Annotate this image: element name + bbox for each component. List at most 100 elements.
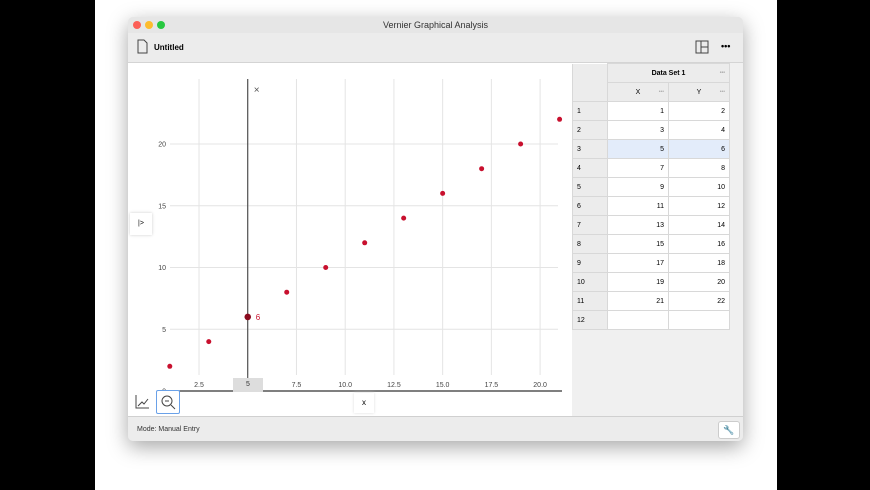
data-point [206, 339, 212, 345]
cell-x[interactable]: 5 [607, 139, 669, 159]
cell-x[interactable]: 13 [607, 215, 669, 235]
y-tick-label: 5 [162, 327, 166, 334]
table-row: 11 21 22 [572, 291, 730, 311]
x-tick-label: 10.0 [338, 382, 352, 389]
data-point [401, 215, 407, 221]
wrench-icon: 🔧 [723, 425, 735, 435]
row-number[interactable]: 2 [572, 120, 608, 140]
cell-x[interactable]: 1 [607, 101, 669, 121]
row-number[interactable]: 4 [572, 158, 608, 178]
x-axis-label-button[interactable]: x [354, 393, 374, 413]
row-number[interactable]: 1 [572, 101, 608, 121]
cell-y[interactable]: 4 [668, 120, 730, 140]
layout-icon[interactable] [695, 40, 709, 54]
cell-x[interactable]: 21 [607, 291, 669, 311]
cell-y[interactable]: 6 [668, 139, 730, 159]
y-tick-label: 20 [158, 142, 166, 149]
dataset-name: Data Set 1 [651, 69, 686, 77]
zoom-window-button[interactable] [157, 21, 165, 29]
graph-options-button[interactable] [131, 391, 153, 413]
cell-y[interactable]: 14 [668, 215, 730, 235]
zoom-icon [161, 395, 176, 410]
cell-y[interactable]: 18 [668, 253, 730, 273]
row-number[interactable]: 11 [572, 291, 608, 311]
status-bar: Mode: Manual Entry 🔧 [128, 416, 743, 441]
data-point [440, 190, 446, 196]
toolbar: Untitled ••• [128, 33, 743, 63]
cell-y[interactable]: 2 [668, 101, 730, 121]
table-row: 7 13 14 [572, 215, 730, 235]
examine-close-icon[interactable]: × [254, 85, 260, 96]
data-point [557, 116, 563, 122]
column-name: X [635, 88, 641, 96]
cell-x[interactable]: 3 [607, 120, 669, 140]
graph-icon [135, 395, 149, 409]
row-number[interactable]: 12 [572, 310, 608, 330]
zoom-button[interactable] [156, 390, 180, 414]
data-point [244, 313, 252, 321]
graph[interactable]: 2.57.510.012.515.017.520.005101520×6 [128, 63, 572, 416]
cell-x[interactable]: 11 [607, 196, 669, 216]
row-number[interactable]: 6 [572, 196, 608, 216]
table-row: 12 [572, 310, 730, 330]
tools-button[interactable]: 🔧 [718, 421, 740, 439]
x-tick-label: 17.5 [485, 382, 499, 389]
row-number[interactable]: 5 [572, 177, 608, 197]
x-tick-label: 2.5 [194, 382, 204, 389]
data-table-panel: Data Set 1 ••• X ••• Y ••• 1 1 2 2 3 4 3 5 6 4 7 8 5 9 10 6… [572, 63, 743, 416]
row-number[interactable]: 3 [572, 139, 608, 159]
cell-y[interactable]: 22 [668, 291, 730, 311]
column-header-x[interactable]: X ••• [607, 82, 669, 102]
table-row: 10 19 20 [572, 272, 730, 292]
cell-x[interactable]: 7 [607, 158, 669, 178]
examine-y-value: 6 [256, 313, 261, 322]
row-number[interactable]: 7 [572, 215, 608, 235]
row-number[interactable]: 8 [572, 234, 608, 254]
window-title: Vernier Graphical Analysis [382, 20, 489, 30]
dataset-header[interactable]: Data Set 1 ••• [607, 63, 730, 83]
column-header-y[interactable]: Y ••• [668, 82, 730, 102]
table-row: 9 17 18 [572, 253, 730, 273]
data-point [479, 166, 485, 172]
column-menu[interactable]: ••• [719, 88, 725, 95]
data-point [167, 363, 173, 369]
app-window: Vernier Graphical Analysis Untitled ••• … [128, 17, 743, 441]
cell-x[interactable]: 15 [607, 234, 669, 254]
cell-y[interactable]: 20 [668, 272, 730, 292]
cell-y[interactable] [668, 310, 730, 330]
cell-y[interactable]: 8 [668, 158, 730, 178]
cell-x[interactable]: 17 [607, 253, 669, 273]
document-title[interactable]: Untitled [154, 43, 184, 52]
column-menu[interactable]: ••• [658, 88, 664, 95]
cell-y[interactable]: 16 [668, 234, 730, 254]
y-tick-label: 15 [158, 203, 166, 210]
x-tick-label: 20.0 [533, 382, 547, 389]
side-panel-toggle[interactable]: |> [130, 213, 152, 235]
y-tick-label: 10 [158, 265, 166, 272]
data-point [362, 240, 368, 246]
examine-x-readout[interactable]: 5 [233, 378, 263, 392]
cell-x[interactable]: 19 [607, 272, 669, 292]
content-area: 2.57.510.012.515.017.520.005101520×6 |> … [128, 63, 743, 416]
table-row: 5 9 10 [572, 177, 730, 197]
row-number[interactable]: 10 [572, 272, 608, 292]
close-window-button[interactable] [133, 21, 141, 29]
data-point [284, 289, 290, 295]
table-row: 6 11 12 [572, 196, 730, 216]
data-table: Data Set 1 ••• X ••• Y ••• 1 1 2 2 3 4 3 5 6 4 7 8 5 9 10 6… [572, 63, 730, 330]
row-number[interactable]: 9 [572, 253, 608, 273]
more-options-button[interactable]: ••• [721, 41, 731, 51]
x-tick-label: 7.5 [292, 382, 302, 389]
cell-y[interactable]: 12 [668, 196, 730, 216]
minimize-window-button[interactable] [145, 21, 153, 29]
x-tick-label: 12.5 [387, 382, 401, 389]
column-name: Y [696, 88, 702, 96]
cell-x[interactable]: 9 [607, 177, 669, 197]
table-row: 8 15 16 [572, 234, 730, 254]
cell-y[interactable]: 10 [668, 177, 730, 197]
dataset-menu[interactable]: ••• [719, 69, 725, 76]
cell-x[interactable] [607, 310, 669, 330]
